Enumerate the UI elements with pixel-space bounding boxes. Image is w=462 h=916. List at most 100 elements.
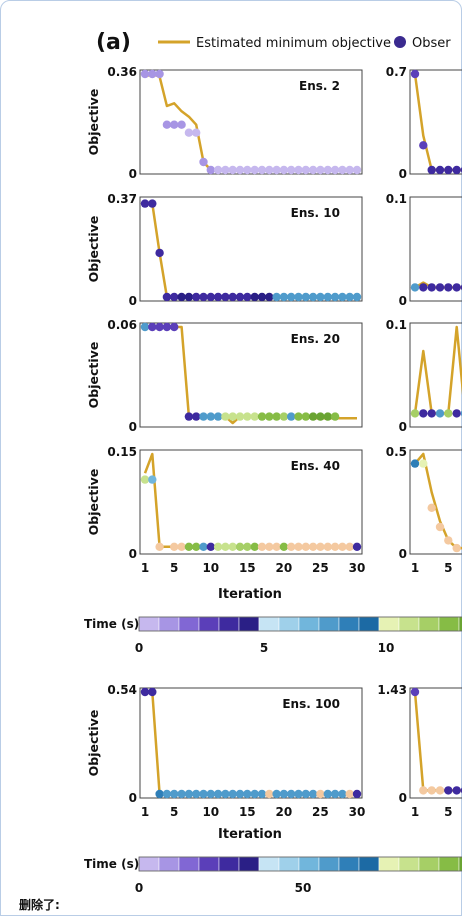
observed-point	[177, 120, 186, 129]
ensemble-label: Ens. 20	[291, 332, 340, 346]
y-axis-label: Objective	[86, 342, 101, 409]
colorbar-segment	[238, 616, 260, 632]
observed-point	[294, 165, 303, 175]
colorbar-segment	[418, 856, 440, 872]
y-min-tick: 0	[399, 791, 407, 805]
y-max-tick: 0.06	[107, 318, 137, 332]
observed-point	[257, 292, 267, 302]
y-min-tick: 0	[399, 167, 407, 181]
observed-point	[221, 165, 230, 175]
observed-point	[308, 412, 318, 421]
observed-point	[206, 789, 215, 799]
observed-point	[192, 789, 201, 799]
observed-point	[345, 789, 354, 799]
observed-point	[287, 165, 296, 175]
colorbar-segment	[298, 856, 320, 872]
observed-point	[427, 786, 436, 795]
colorbar-tick: 0	[135, 881, 143, 895]
observed-point	[192, 292, 201, 302]
observed-point	[257, 412, 267, 421]
legend-marker-label: Obser	[412, 36, 451, 51]
observed-point	[257, 542, 267, 551]
observed-point	[177, 292, 186, 302]
observed-point	[410, 283, 420, 292]
colorbar-1: Time (s) 0 5 10	[84, 616, 462, 655]
y-max-tick: 0.36	[107, 65, 137, 79]
y-max-tick: 0.54	[107, 683, 137, 697]
colorbar-segment	[458, 616, 462, 632]
x-tick-label: 1	[411, 805, 419, 819]
chart-9: 0.5 01 5	[386, 445, 462, 575]
observed-point	[250, 542, 259, 551]
estimated-line	[413, 325, 462, 415]
colorbar-segment	[138, 616, 160, 632]
plot-frame	[139, 449, 363, 555]
observed-point	[213, 542, 223, 551]
observed-point	[265, 542, 274, 551]
observed-point	[155, 322, 164, 332]
observed-point	[316, 789, 325, 799]
observed-point	[323, 165, 332, 175]
observed-point	[338, 292, 347, 302]
observed-point	[338, 789, 347, 799]
ensemble-label: Ens. 10	[291, 206, 340, 220]
observed-point	[184, 789, 194, 799]
observed-point	[294, 412, 303, 421]
observed-point	[330, 789, 340, 799]
observed-point	[213, 165, 223, 175]
colorbar-segment	[198, 616, 220, 632]
ensemble-label: Ens. 2	[299, 79, 340, 93]
observed-point	[170, 292, 179, 302]
observed-point	[452, 786, 461, 795]
observed-point	[250, 292, 259, 302]
y-min-tick: 0	[129, 547, 137, 561]
observed-point	[279, 542, 289, 551]
observed-point	[228, 789, 237, 799]
observed-point	[206, 292, 215, 302]
colorbar-frame	[138, 616, 462, 632]
y-max-tick: 0.37	[107, 192, 137, 206]
colorbar-tick: 50	[295, 881, 312, 895]
observed-point	[221, 789, 230, 799]
colorbar-segment	[398, 616, 420, 632]
observed-point	[352, 542, 362, 551]
observed-point	[301, 292, 310, 302]
observed-point	[140, 475, 150, 484]
observed-point	[235, 165, 245, 175]
observed-point	[140, 199, 150, 208]
colorbar-segment	[378, 856, 400, 872]
x-tick-label: 25	[312, 805, 329, 819]
colorbar-segment	[158, 856, 180, 872]
chart-6: 0.70	[386, 65, 462, 181]
observed-point	[213, 789, 223, 799]
observed-point	[272, 542, 281, 551]
observed-point	[162, 120, 172, 129]
colorbar-segment	[278, 616, 300, 632]
observed-point	[221, 542, 230, 551]
observed-point	[221, 412, 230, 421]
y-axis-label: Objective	[86, 89, 101, 156]
observed-point	[287, 292, 296, 302]
x-tick-label: 1	[411, 561, 419, 575]
observed-point	[265, 292, 274, 302]
ensemble-label: Ens. 40	[291, 459, 340, 473]
observed-point	[272, 412, 281, 421]
observed-point	[323, 412, 332, 421]
observed-point	[435, 409, 445, 418]
observed-point	[427, 283, 436, 292]
observed-point	[272, 292, 281, 302]
observed-point	[272, 165, 281, 175]
observed-point	[265, 412, 274, 421]
observed-point	[243, 412, 252, 421]
colorbar-2: Time (s) 0 50	[84, 856, 462, 895]
observed-point	[177, 542, 186, 551]
observed-point	[410, 687, 420, 697]
observed-point	[148, 322, 157, 332]
observed-point	[427, 409, 436, 418]
observed-point	[140, 69, 150, 79]
plot-frame	[409, 322, 462, 428]
colorbar-segment	[218, 616, 240, 632]
y-axis-label: Objective	[86, 469, 101, 536]
ensemble-label: Ens. 100	[282, 697, 340, 711]
